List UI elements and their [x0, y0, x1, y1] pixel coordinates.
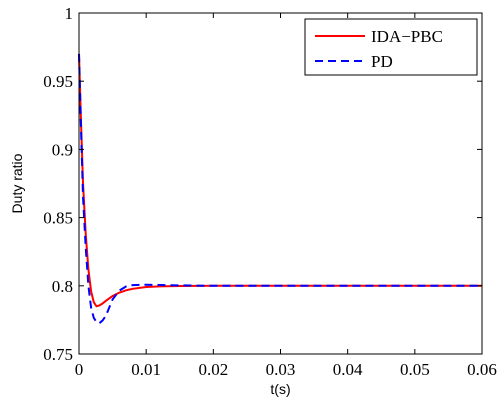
y-tick-label: 0.9 — [52, 140, 73, 159]
legend-box — [304, 18, 478, 76]
x-tick-label: 0.05 — [400, 360, 430, 379]
legend: IDA−PBC PD — [304, 18, 478, 76]
y-tick-label: 0.85 — [43, 209, 73, 228]
legend-label-pd: PD — [371, 52, 393, 71]
x-tick-label: 0.06 — [467, 360, 497, 379]
x-tick-label: 0.01 — [131, 360, 161, 379]
x-axis-label: t(s) — [270, 381, 290, 397]
y-axis-label: Duty ratio — [9, 153, 25, 213]
series-line-ida-pbc — [78, 53, 482, 308]
series-layer — [78, 53, 482, 325]
y-tick-label: 0.75 — [43, 345, 73, 364]
x-tick-label: 0.02 — [198, 360, 228, 379]
ticks-layer: 0 0.01 0.02 0.03 0.04 0.05 0.06 0.75 0.8 0.85 0.9 0… — [43, 4, 497, 379]
y-tick-label: 0.8 — [52, 277, 73, 296]
x-tick-label: 0.04 — [333, 360, 363, 379]
series-line-pd — [78, 53, 482, 325]
y-tick-label: 0.95 — [43, 72, 73, 91]
legend-label-ida-pbc: IDA−PBC — [371, 27, 443, 46]
y-tick-label: 1 — [65, 4, 74, 23]
x-tick-label: 0 — [75, 360, 84, 379]
x-tick-label: 0.03 — [266, 360, 296, 379]
